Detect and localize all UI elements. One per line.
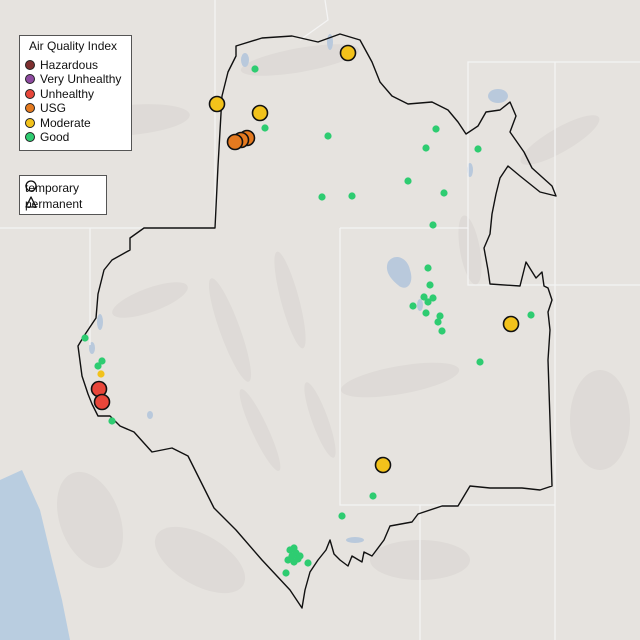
legend-label: Very Unhealthy: [40, 72, 122, 86]
legend-label: temporary: [25, 180, 80, 195]
moderate-site-marker[interactable]: [97, 370, 105, 378]
good-site-marker[interactable]: [424, 264, 432, 272]
monitor-type-legend: temporary permanent: [19, 175, 107, 215]
legend-item-usg: USG: [25, 101, 66, 115]
region-boundary: [77, 33, 557, 609]
moderate-site-marker[interactable]: [251, 104, 269, 122]
legend-item-permanent: permanent: [25, 196, 82, 211]
aqi-legend-title: Air Quality Index: [29, 39, 118, 53]
good-site-marker[interactable]: [422, 309, 430, 317]
pend-oreille-lake: [241, 53, 249, 67]
good-site-marker[interactable]: [369, 492, 377, 500]
pacific-ocean: [0, 470, 70, 640]
monitoring-sites: [81, 44, 535, 577]
good-site-marker[interactable]: [474, 145, 482, 153]
good-site-marker[interactable]: [81, 334, 89, 342]
good-site-marker[interactable]: [440, 189, 448, 197]
good-swatch: [25, 132, 35, 142]
good-site-marker[interactable]: [282, 569, 290, 577]
good-site-marker[interactable]: [422, 144, 430, 152]
legend-label: Hazardous: [40, 58, 99, 72]
good-site-marker[interactable]: [261, 124, 269, 132]
great-salt-lake: [386, 256, 412, 288]
good-site-marker[interactable]: [304, 559, 312, 567]
good-site-marker[interactable]: [98, 357, 106, 365]
utah-lake: [417, 299, 423, 311]
good-site-marker[interactable]: [338, 512, 346, 520]
good-site-marker[interactable]: [296, 552, 304, 560]
legend-label: USG: [40, 101, 67, 115]
good-site-marker[interactable]: [290, 558, 298, 566]
good-site-marker[interactable]: [434, 318, 442, 326]
good-site-marker[interactable]: [318, 193, 326, 201]
terrain-texture: [57, 44, 630, 594]
moderate-site-marker[interactable]: [374, 456, 392, 474]
hazardous-swatch: [25, 60, 35, 70]
legend-item-temporary: temporary: [25, 180, 79, 195]
good-site-marker[interactable]: [424, 298, 432, 306]
good-site-marker[interactable]: [284, 556, 292, 564]
moderate-site-marker[interactable]: [502, 315, 520, 333]
lake-mead: [346, 537, 364, 543]
circle-icon: [25, 180, 37, 192]
legend-item-unhealthy: Unhealthy: [25, 87, 94, 101]
lakes: [89, 34, 508, 543]
good-site-marker[interactable]: [251, 65, 259, 73]
very-unhealthy-swatch: [25, 74, 35, 84]
legend-label: Moderate: [40, 116, 91, 130]
good-site-marker[interactable]: [409, 302, 417, 310]
pyramid-lake: [97, 314, 103, 330]
moderate-swatch: [25, 118, 35, 128]
good-site-marker[interactable]: [420, 293, 428, 301]
good-site-marker[interactable]: [348, 192, 356, 200]
legend-item-very-unhealthy: Very Unhealthy: [25, 72, 121, 86]
good-site-marker[interactable]: [527, 311, 535, 319]
sierra-lake: [147, 411, 153, 419]
good-site-marker[interactable]: [476, 358, 484, 366]
good-site-marker[interactable]: [438, 327, 446, 335]
unhealthy-site-marker[interactable]: [93, 393, 111, 411]
legend-label: permanent: [25, 196, 83, 211]
good-site-marker[interactable]: [404, 177, 412, 185]
good-site-marker[interactable]: [108, 417, 116, 425]
yellowstone-lake: [488, 89, 508, 103]
legend-item-moderate: Moderate: [25, 116, 91, 130]
good-site-marker[interactable]: [324, 132, 332, 140]
good-site-marker[interactable]: [94, 362, 102, 370]
good-site-marker[interactable]: [429, 294, 437, 302]
usg-swatch: [25, 103, 35, 113]
legend-item-good: Good: [25, 130, 69, 144]
unhealthy-swatch: [25, 89, 35, 99]
legend-label: Good: [40, 130, 70, 144]
legend-label: Unhealthy: [40, 87, 95, 101]
usg-site-marker[interactable]: [226, 133, 244, 151]
legend-item-hazardous: Hazardous: [25, 58, 98, 72]
aqi-legend: Air Quality Index Hazardous Very Unhealt…: [19, 35, 132, 151]
moderate-site-marker[interactable]: [208, 95, 226, 113]
triangle-icon: [25, 196, 37, 208]
good-site-marker[interactable]: [436, 312, 444, 320]
good-site-marker[interactable]: [432, 125, 440, 133]
good-site-marker[interactable]: [429, 221, 437, 229]
moderate-site-marker[interactable]: [339, 44, 357, 62]
good-site-marker[interactable]: [426, 281, 434, 289]
